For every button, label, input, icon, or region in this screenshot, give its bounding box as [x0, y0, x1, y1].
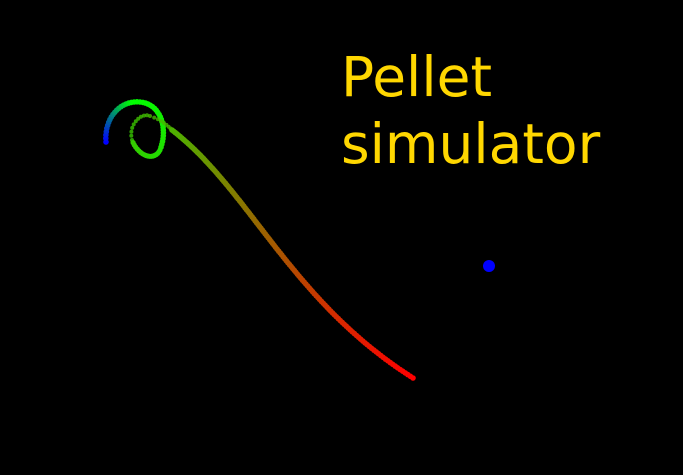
trail-point — [159, 119, 164, 124]
title-line-pellet: Pellet — [341, 45, 493, 109]
trail-point — [141, 113, 146, 118]
trail-point — [145, 113, 149, 118]
trail-point — [148, 114, 152, 118]
trail-point — [130, 138, 134, 142]
trail-point — [138, 114, 143, 119]
trail-point — [152, 115, 157, 120]
trail-point — [155, 117, 160, 122]
trail-point — [410, 375, 416, 381]
title-line-simulator: simulator — [341, 112, 601, 176]
pellet[interactable] — [483, 260, 495, 272]
trail-point — [131, 122, 136, 127]
trail-point — [133, 119, 138, 124]
pellet-trail — [103, 99, 416, 381]
trail-point — [129, 133, 134, 138]
trail-point — [129, 129, 134, 134]
trail-point — [130, 125, 135, 130]
